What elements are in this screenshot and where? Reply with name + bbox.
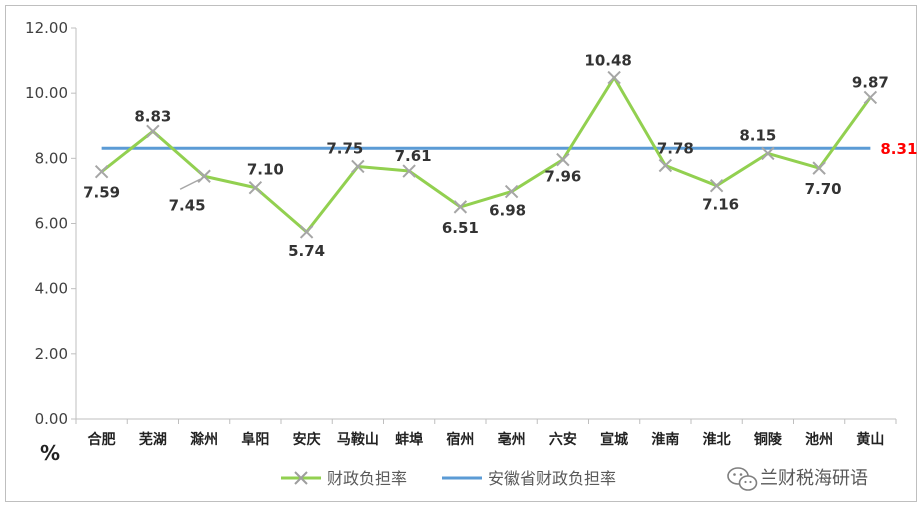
x-category-label: 六安 [549, 431, 577, 448]
x-category-label: 安庆 [293, 431, 321, 448]
x-category-label: 淮南 [651, 431, 679, 448]
data-point-x-marker [402, 164, 416, 178]
x-category-label: 蚌埠 [395, 431, 423, 448]
legend: 财政负担率 安徽省财政负担率 [281, 469, 616, 488]
x-category-label: 滁州 [190, 431, 218, 448]
series-fiscal-burden [94, 70, 878, 239]
legend-label-provincial-average: 安徽省财政负担率 [488, 469, 616, 488]
y-tick-label: 6.00 [35, 215, 68, 233]
x-category-label: 铜陵 [754, 431, 783, 448]
data-labels: 7.59 8.83 7.45 7.10 5.74 7.75 7.61 6.51 6.98 7.96… [83, 52, 889, 260]
x-category-label: 宿州 [446, 431, 474, 448]
data-point-x-marker [607, 70, 621, 85]
fiscal-burden-line [100, 76, 872, 234]
data-point-x-marker [94, 164, 109, 179]
data-label: 10.48 [584, 52, 631, 70]
chart-frame: 0.00 2.00 4.00 6.00 8.00 10.00 12.00 合肥 芜湖 滁州 阜阳安… [5, 5, 917, 502]
watermark-text: 兰财税海研语 [760, 468, 868, 489]
data-point-x-marker [453, 200, 468, 214]
x-category-label: 芜湖 [139, 431, 167, 448]
data-label: 7.78 [657, 140, 694, 158]
wechat-icon [727, 467, 758, 491]
y-tick-label: 0.00 [35, 410, 68, 428]
provincial-average-label: 8.31 [880, 140, 917, 158]
y-tick-label: 4.00 [35, 280, 68, 298]
data-label: 8.15 [739, 126, 776, 144]
data-point-x-marker [709, 178, 724, 193]
data-label-leader-line [179, 178, 201, 190]
data-label: 7.75 [326, 139, 363, 157]
data-point-x-marker [812, 161, 826, 175]
data-label: 7.96 [544, 168, 581, 186]
x-category-label: 马鞍山 [337, 431, 379, 448]
data-point-x-marker [146, 124, 160, 138]
legend-item-fiscal-burden: 财政负担率 [281, 469, 407, 488]
data-point-x-marker [351, 159, 365, 174]
data-label: 7.10 [247, 161, 284, 179]
data-point-x-marker [658, 158, 673, 173]
data-point-x-marker [863, 90, 878, 105]
x-category-label: 亳州 [498, 431, 526, 448]
y-axis-unit: % [40, 441, 60, 465]
data-label: 7.61 [395, 147, 432, 165]
data-label: 7.70 [805, 180, 842, 198]
data-point-x-marker [761, 146, 775, 161]
x-category-label: 合肥 [88, 431, 116, 448]
data-label: 9.87 [852, 73, 889, 91]
y-tick-label: 12.00 [25, 19, 68, 37]
data-label: 7.45 [169, 196, 206, 214]
y-tick-label: 8.00 [35, 149, 68, 167]
data-label: 8.83 [134, 107, 171, 125]
data-point-x-marker [504, 184, 519, 199]
data-point-x-marker [299, 225, 314, 239]
data-label: 7.59 [83, 184, 120, 202]
y-axis-ticks: 0.00 2.00 4.00 6.00 8.00 10.00 12.00 [25, 19, 76, 428]
x-category-label: 池州 [805, 431, 833, 448]
x-category-label: 宣城 [600, 431, 628, 448]
data-label: 6.51 [442, 219, 479, 237]
line-chart: 0.002.004.006.008.0010.0012.00 合肥 芜湖 滁州 阜阳安… [25, 19, 917, 491]
watermark: 兰财税海研语 [727, 467, 868, 491]
data-point-x-marker [197, 169, 211, 183]
x-marker-icon [294, 471, 308, 485]
axes [75, 28, 897, 424]
x-category-label: 黄山 [856, 431, 884, 448]
legend-label-fiscal-burden: 财政负担率 [327, 469, 407, 488]
y-tick-label: 10.00 [25, 84, 68, 102]
data-label: 5.74 [288, 242, 325, 260]
y-tick-label: 2.00 [35, 345, 68, 363]
data-label: 7.16 [702, 196, 739, 214]
x-axis-categories: 合肥 芜湖 滁州 阜阳 安庆 马鞍山 蚌埠 宿州 亳州 六安 宣城 淮南 淮北 铜陵 池州 黄山 [88, 431, 885, 448]
legend-item-provincial-average: 安徽省财政负担率 [442, 469, 616, 488]
x-category-label: 淮北 [703, 431, 731, 448]
x-category-label: 阜阳 [241, 431, 269, 448]
series-provincial-average: 8.31 [101, 140, 917, 158]
data-point-x-marker [556, 152, 570, 167]
data-point-x-marker [248, 180, 263, 195]
data-label: 6.98 [489, 202, 526, 220]
